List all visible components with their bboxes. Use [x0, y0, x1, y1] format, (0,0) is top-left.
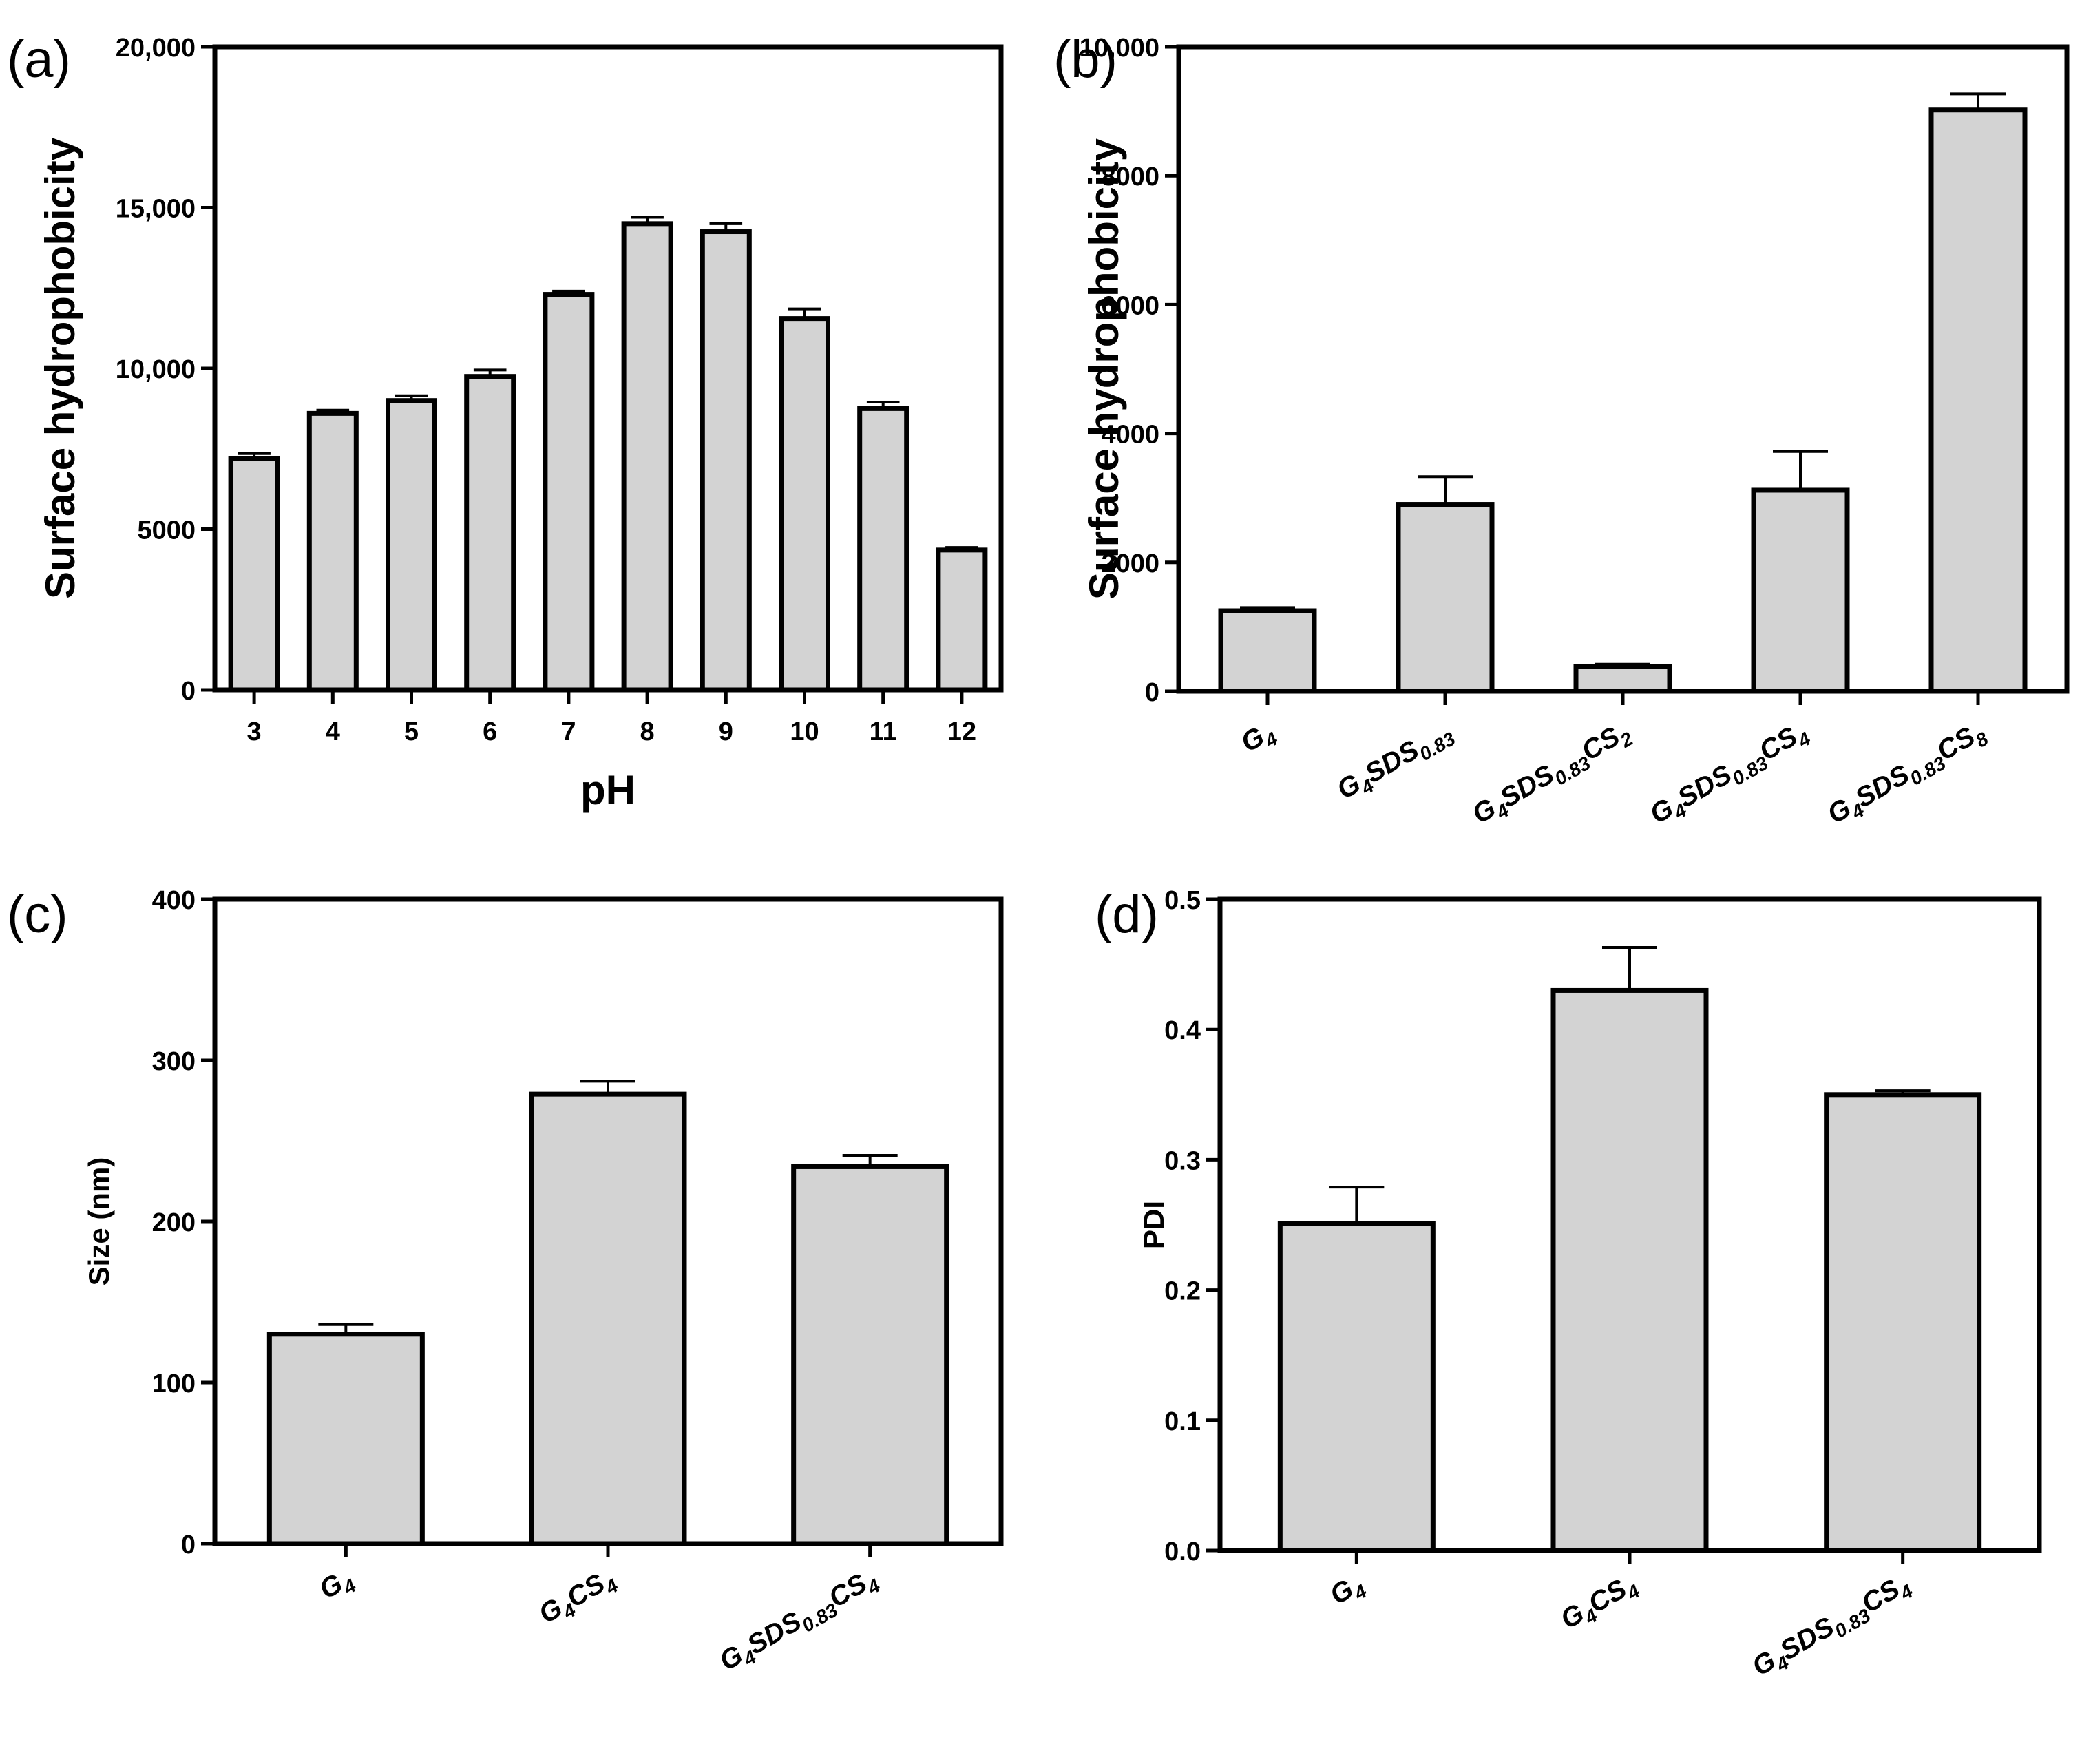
panel-a-chart: (a) 0 5000 10,000 15,000 20,000 3 4 5 6 7 8 9 10 11 12 S…	[7, 30, 1004, 813]
y-tick-label-b-0: 0	[1145, 678, 1159, 707]
bar-a-3	[228, 456, 280, 693]
y-tick-label-c-2: 200	[152, 1208, 196, 1237]
bar-d-G4	[1277, 1221, 1436, 1553]
bar-a-8	[621, 221, 673, 693]
bar-a-4	[306, 410, 359, 693]
bar-b-G4SDS0_83	[1396, 502, 1495, 694]
panel-a-label: (a)	[7, 30, 71, 89]
x-tick-label-a-3: 6	[483, 717, 497, 746]
y-tick-label-d-0: 0.0	[1164, 1537, 1201, 1566]
bar-b-G4SDS0_83CS8	[1928, 107, 2028, 694]
y-tick-label-d-5: 0.5	[1164, 886, 1201, 915]
x-tick-label-a-7: 10	[790, 717, 819, 746]
x-tick-label-a-2: 5	[404, 717, 419, 746]
y-tick-label-a-3: 15,000	[116, 195, 196, 224]
x-tick-label-a-6: 9	[719, 717, 733, 746]
y-tick-label-c-1: 100	[152, 1369, 196, 1398]
y-tick-label-a-0: 0	[181, 677, 196, 706]
panel-c-label: (c)	[7, 885, 68, 944]
y-tick-label-c-0: 0	[181, 1531, 196, 1560]
bar-c-G4	[266, 1332, 425, 1546]
y-tick-label-c-4: 400	[152, 886, 196, 915]
y-tick-label-a-4: 20,000	[116, 34, 196, 63]
y-tick-label-b-3: 6000	[1101, 291, 1159, 320]
bar-b-G4	[1218, 608, 1317, 694]
x-axis-title-a: pH	[580, 767, 635, 813]
bar-c-G4SDS0_83CS4	[791, 1164, 949, 1546]
y-axis-title-b: Surface hydrophobicity	[1081, 138, 1127, 600]
bar-c-G4CS4	[529, 1091, 687, 1546]
y-axis-title-a: Surface hydrophobicity	[37, 137, 83, 599]
bar-a-5	[386, 398, 437, 693]
y-tick-label-c-3: 300	[152, 1047, 196, 1076]
x-tick-label-a-0: 3	[247, 717, 262, 746]
panel-b-label: (b)	[1053, 30, 1117, 89]
panel-d-label: (d)	[1095, 885, 1159, 944]
x-tick-label-a-8: 11	[870, 717, 897, 746]
bar-b-G4SDS0_83CS2	[1573, 664, 1672, 694]
y-axis-title-d: PDI	[1137, 1201, 1170, 1249]
bar-a-12	[936, 547, 988, 693]
y-tick-label-b-1: 2000	[1101, 549, 1159, 578]
y-tick-label-a-1: 5000	[137, 516, 196, 545]
x-tick-label-a-9: 12	[947, 717, 976, 746]
y-tick-label-a-2: 10,000	[116, 355, 196, 384]
bar-a-10	[779, 316, 830, 693]
y-tick-label-d-4: 0.4	[1164, 1016, 1201, 1045]
bar-b-G4SDS0_83CS4	[1751, 487, 1850, 694]
panel-c-chart: (c)0100200300400G4G4CS4G4SDS0.83CS4Size …	[7, 885, 1004, 1677]
bar-d-G4SDS0_83CS4	[1824, 1092, 1982, 1553]
panel-b-chart: (b)0200040006000800010,000G4G4SDS0.83G4S…	[1053, 30, 2070, 830]
y-tick-label-d-2: 0.2	[1164, 1277, 1201, 1306]
bar-a-9	[700, 229, 752, 693]
x-tick-label-a-5: 8	[640, 717, 655, 746]
y-tick-label-b-4: 8000	[1101, 162, 1159, 191]
bar-a-7	[543, 292, 595, 693]
y-axis-title-c: Size (nm)	[83, 1157, 115, 1286]
bar-a-6	[464, 374, 516, 693]
bar-a-11	[857, 406, 909, 693]
x-tick-label-a-1: 4	[326, 717, 340, 746]
y-tick-label-b-2: 4000	[1101, 421, 1159, 450]
y-tick-label-d-1: 0.1	[1164, 1407, 1201, 1436]
y-tick-label-d-3: 0.3	[1164, 1146, 1201, 1175]
bar-d-G4CS4	[1550, 987, 1709, 1553]
y-tick-label-b-5: 10,000	[1080, 34, 1159, 63]
x-tick-label-a-4: 7	[561, 717, 576, 746]
